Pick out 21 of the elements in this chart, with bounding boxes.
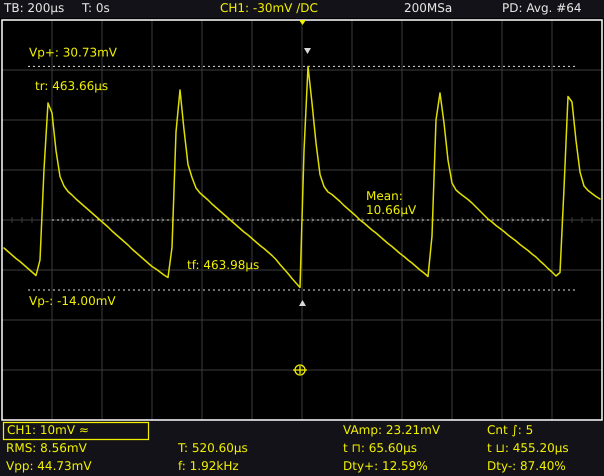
text: VAmp: 23.21mV bbox=[343, 423, 441, 438]
text: RMS: 8.56mV bbox=[6, 441, 88, 456]
text: t ⊔: 455.20µs bbox=[487, 441, 569, 456]
text: T: 0s bbox=[81, 1, 110, 16]
text: Cnt ∫: 5 bbox=[487, 423, 534, 438]
ref-line-label: Vp+: 30.73mV bbox=[29, 45, 118, 60]
text: T: 520.60µs bbox=[177, 441, 248, 456]
text: Vpp: 44.73mV bbox=[6, 459, 92, 474]
text: CH1: 10mV ≈ bbox=[7, 423, 89, 438]
text: Dty-: 87.40% bbox=[487, 459, 566, 474]
text: TB: 200µs bbox=[3, 1, 64, 16]
text: t ⊓: 65.60µs bbox=[343, 441, 417, 456]
text: Dty+: 12.59% bbox=[343, 459, 428, 474]
ref-line-label: Mean: 10.66µV bbox=[366, 189, 417, 218]
ref-line-label: Vp-: -14.00mV bbox=[29, 294, 116, 308]
text: 200MSa bbox=[404, 1, 452, 16]
text: f: 1.92kHz bbox=[178, 459, 239, 474]
text: PD: Avg. #64 bbox=[502, 1, 582, 16]
annotation: tr: 463.66µs bbox=[35, 79, 108, 94]
text: CH1: -30mV /DC bbox=[220, 1, 318, 16]
annotation: tf: 463.98µs bbox=[187, 258, 260, 272]
